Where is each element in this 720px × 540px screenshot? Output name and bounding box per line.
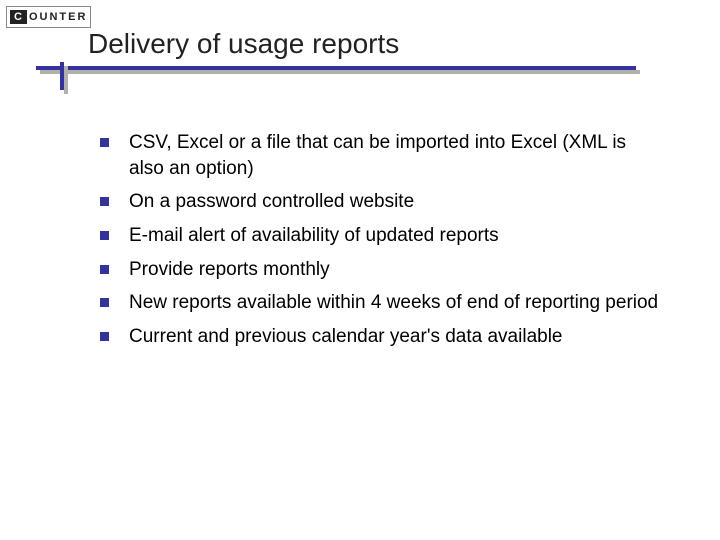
- title-rule: [36, 66, 636, 70]
- title-rule-shadow: [40, 70, 640, 74]
- list-item-text: New reports available within 4 weeks of …: [129, 290, 660, 316]
- title-tick-shadow: [64, 66, 68, 94]
- list-item: CSV, Excel or a file that can be importe…: [100, 130, 660, 181]
- square-bullet-icon: [100, 298, 109, 307]
- list-item: Provide reports monthly: [100, 257, 660, 283]
- slide: COUNTER Delivery of usage reports CSV, E…: [0, 0, 720, 540]
- counter-logo: COUNTER: [6, 6, 91, 28]
- square-bullet-icon: [100, 332, 109, 341]
- square-bullet-icon: [100, 197, 109, 206]
- square-bullet-icon: [100, 265, 109, 274]
- list-item: E-mail alert of availability of updated …: [100, 223, 660, 249]
- list-item: On a password controlled website: [100, 189, 660, 215]
- list-item-text: CSV, Excel or a file that can be importe…: [129, 130, 660, 181]
- list-item-text: E-mail alert of availability of updated …: [129, 223, 660, 249]
- title-tick: [60, 62, 64, 90]
- slide-title: Delivery of usage reports: [88, 28, 399, 60]
- list-item-text: Provide reports monthly: [129, 257, 660, 283]
- list-item: Current and previous calendar year's dat…: [100, 324, 660, 350]
- list-item-text: On a password controlled website: [129, 189, 660, 215]
- square-bullet-icon: [100, 231, 109, 240]
- list-item: New reports available within 4 weeks of …: [100, 290, 660, 316]
- bullet-list: CSV, Excel or a file that can be importe…: [100, 130, 660, 357]
- logo-text: OUNTER: [27, 11, 87, 23]
- logo-box: C: [10, 10, 27, 24]
- list-item-text: Current and previous calendar year's dat…: [129, 324, 660, 350]
- square-bullet-icon: [100, 138, 109, 147]
